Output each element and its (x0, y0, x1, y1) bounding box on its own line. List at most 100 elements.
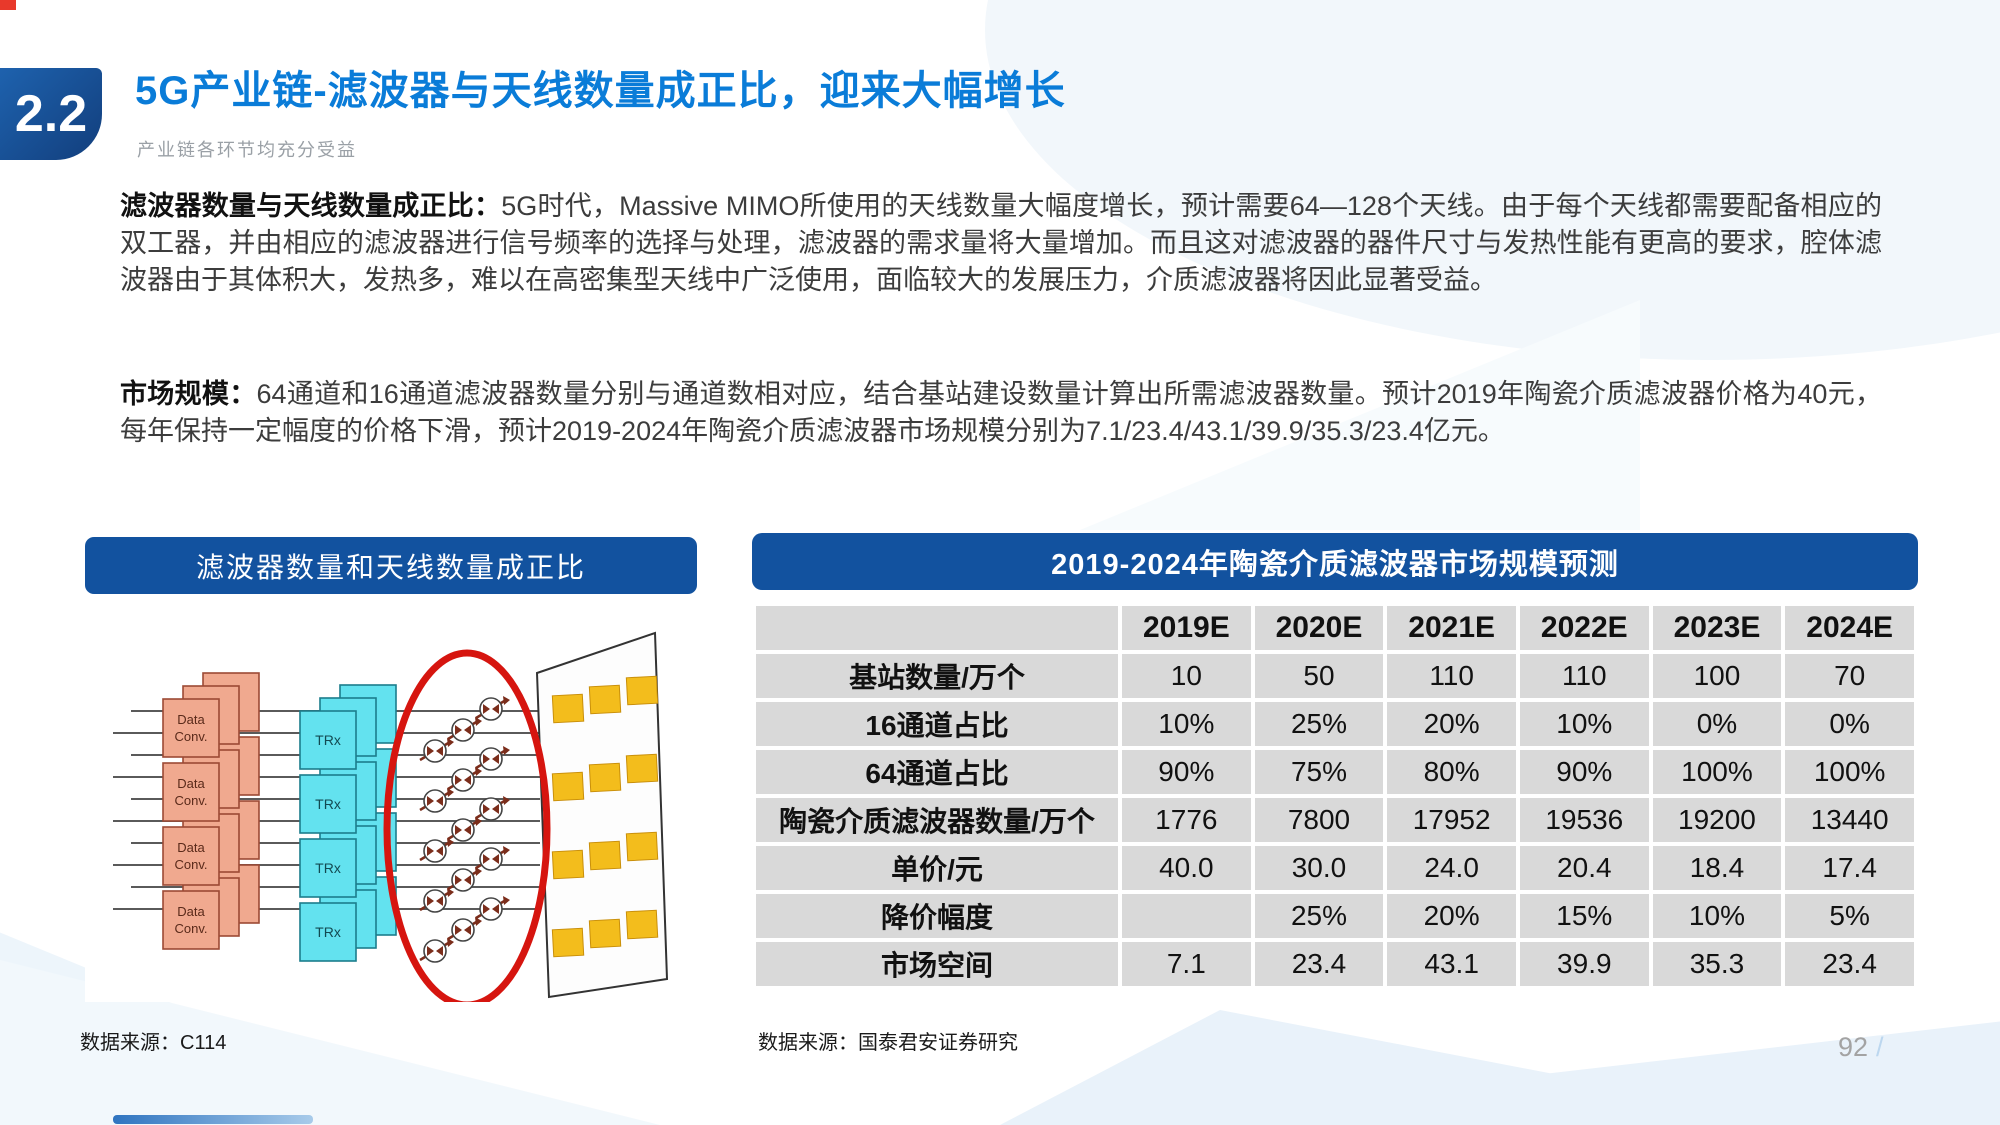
bottom-accent-bar (113, 1115, 313, 1124)
table-cell: 10 (1122, 654, 1251, 698)
figure-source: 数据来源：C114 (80, 1032, 227, 1054)
table-cell: 7.1 (1122, 942, 1251, 986)
antenna-elements (551, 675, 659, 958)
antenna-filter-diagram-svg: Data Conv. Data Conv. Data Conv. Data Co… (113, 631, 669, 1009)
paragraph-market-size: 市场规模：64通道和16通道滤波器数量分别与通道数相对应，结合基站建设数量计算出… (120, 376, 1882, 450)
table-cell: 40.0 (1122, 846, 1251, 890)
table-cell: 100% (1652, 750, 1782, 794)
table-cell: 0% (1785, 702, 1914, 746)
table-cell: 0% (1652, 702, 1782, 746)
table-row: 基站数量/万个 10 50 110 110 100 70 (756, 654, 1914, 698)
table-header-cell: 2021E (1387, 606, 1516, 650)
table-cell: 7800 (1254, 798, 1384, 842)
table-cell: 35.3 (1652, 942, 1782, 986)
paragraph-filter-antenna: 滤波器数量与天线数量成正比：5G时代，Massive MIMO所使用的天线数量大… (120, 188, 1882, 299)
table-cell: 19536 (1519, 798, 1649, 842)
antenna-panel (535, 631, 669, 999)
table-cell (1122, 894, 1251, 938)
table-header-cell: 2024E (1785, 606, 1914, 650)
table-cell: 10% (1519, 702, 1649, 746)
table-cell: 20.4 (1519, 846, 1649, 890)
data-conv-label: Conv. (175, 921, 208, 936)
table-cell: 90% (1122, 750, 1251, 794)
table-cell: 10% (1122, 702, 1251, 746)
row-label: 16通道占比 (756, 702, 1118, 746)
row-label: 64通道占比 (756, 750, 1118, 794)
table-cell: 75% (1254, 750, 1384, 794)
table-header-cell: 2020E (1254, 606, 1384, 650)
trx-label: TRx (315, 732, 341, 748)
row-label: 基站数量/万个 (756, 654, 1118, 698)
data-conv-label: Conv. (175, 793, 208, 808)
table-title-banner: 2019-2024年陶瓷介质滤波器市场规模预测 (752, 533, 1918, 590)
row-label: 降价幅度 (756, 894, 1118, 938)
row-label: 单价/元 (756, 846, 1118, 890)
page-number-area: 92/ (1838, 1032, 1884, 1063)
table-cell: 5% (1785, 894, 1914, 938)
table-cell: 1776 (1122, 798, 1251, 842)
table-header-cell: 2023E (1652, 606, 1782, 650)
page-subtitle: 产业链各环节均充分受益 (137, 140, 357, 160)
table-cell: 15% (1519, 894, 1649, 938)
table-cell: 80% (1387, 750, 1516, 794)
table-source: 数据来源：国泰君安证券研究 (758, 1032, 1018, 1054)
table-header-row: 2019E 2020E 2021E 2022E 2023E 2024E (756, 606, 1914, 650)
table-cell: 24.0 (1387, 846, 1516, 890)
page-title: 5G产业链-滤波器与天线数量成正比，迎来大幅增长 (135, 69, 1066, 113)
table-cell: 20% (1387, 702, 1516, 746)
table-cell: 23.4 (1785, 942, 1914, 986)
table-cell: 19200 (1652, 798, 1782, 842)
trx-blocks: TRx TRx TRx TRx (299, 684, 397, 962)
table-cell: 70 (1785, 654, 1914, 698)
table-row: 市场空间 7.1 23.4 43.1 39.9 35.3 23.4 (756, 942, 1914, 986)
row-label: 市场空间 (756, 942, 1118, 986)
figure-caption: 滤波器数量和天线数量成正比 (195, 551, 586, 583)
paragraph-1-text: 5G时代，Massive MIMO所使用的天线数量大幅度增长，预计需要64—12… (120, 191, 1883, 295)
figure-caption-banner: 滤波器数量和天线数量成正比 (85, 537, 697, 594)
table-row: 64通道占比 90% 75% 80% 90% 100% 100% (756, 750, 1914, 794)
table-cell: 100% (1785, 750, 1914, 794)
table-cell: 110 (1387, 654, 1516, 698)
data-conv-label: Data (177, 840, 205, 855)
table-cell: 39.9 (1519, 942, 1649, 986)
table-cell: 17.4 (1785, 846, 1914, 890)
table-cell: 23.4 (1254, 942, 1384, 986)
data-conv-label: Data (177, 712, 205, 727)
table-cell: 25% (1254, 894, 1384, 938)
table-cell: 20% (1387, 894, 1516, 938)
trx-label: TRx (315, 860, 341, 876)
table-cell: 30.0 (1254, 846, 1384, 890)
table-row: 16通道占比 10% 25% 20% 10% 0% 0% (756, 702, 1914, 746)
row-label: 陶瓷介质滤波器数量/万个 (756, 798, 1118, 842)
table-header-cell (756, 606, 1118, 650)
table-header-cell: 2019E (1122, 606, 1251, 650)
table-cell: 25% (1254, 702, 1384, 746)
table-cell: 110 (1519, 654, 1649, 698)
table-cell: 18.4 (1652, 846, 1782, 890)
page-number: 92 (1838, 1032, 1869, 1062)
table-cell: 17952 (1387, 798, 1516, 842)
antenna-filter-diagram: Data Conv. Data Conv. Data Conv. Data Co… (85, 610, 700, 1009)
data-conv-label: Data (177, 776, 205, 791)
table-row: 陶瓷介质滤波器数量/万个 1776 7800 17952 19536 19200… (756, 798, 1914, 842)
page-number-separator: / (1876, 1032, 1884, 1062)
data-conv-label: Data (177, 904, 205, 919)
paragraph-1-lead: 滤波器数量与天线数量成正比： (120, 191, 502, 221)
corner-red-mark (0, 0, 16, 10)
table-cell: 100 (1652, 654, 1782, 698)
filter-symbols (418, 694, 512, 964)
data-conv-label: Conv. (175, 729, 208, 744)
table-cell: 50 (1254, 654, 1384, 698)
data-conv-label: Conv. (175, 857, 208, 872)
table-header-cell: 2022E (1519, 606, 1649, 650)
table-cell: 13440 (1785, 798, 1914, 842)
trx-label: TRx (315, 924, 341, 940)
table-cell: 10% (1652, 894, 1782, 938)
data-conv-blocks: Data Conv. Data Conv. Data Conv. Data Co… (162, 672, 260, 950)
paragraph-2-lead: 市场规模： (120, 379, 257, 409)
paragraph-2-text: 64通道和16通道滤波器数量分别与通道数相对应，结合基站建设数量计算出所需滤波器… (120, 379, 1882, 446)
table-row: 降价幅度 25% 20% 15% 10% 5% (756, 894, 1914, 938)
section-number-badge: 2.2 (0, 68, 102, 160)
table-cell: 43.1 (1387, 942, 1516, 986)
